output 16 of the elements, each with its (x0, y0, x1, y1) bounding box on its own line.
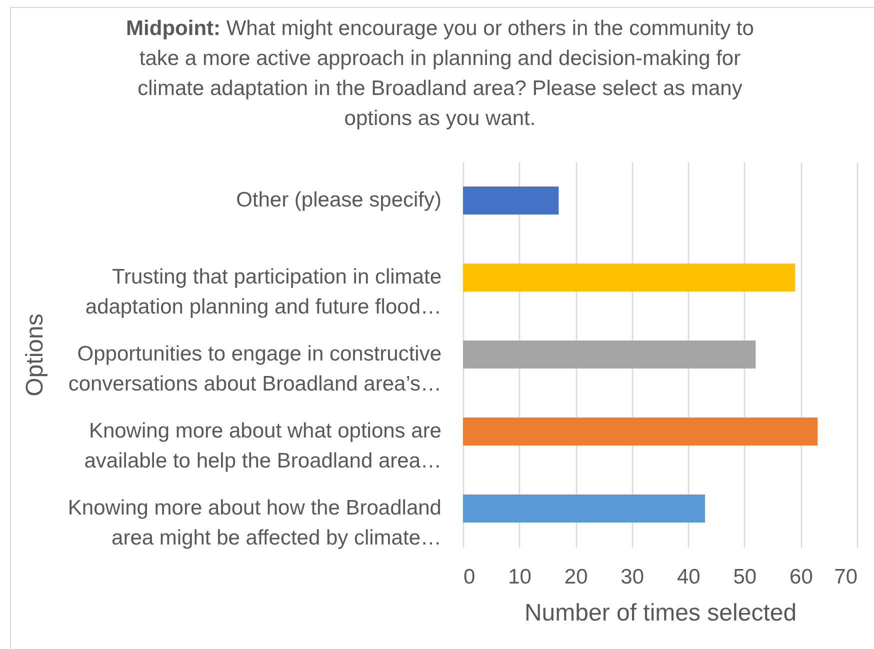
x-tick-label: 20 (564, 566, 588, 588)
x-tick-label: 30 (620, 566, 644, 588)
x-tick-label: 10 (508, 566, 532, 588)
chart-title: Midpoint: What might encourage you or others in the community to take a more active approach in planning and decision-making for climate adaptation in the Broadland area? Please select as many options as you want. (126, 17, 754, 130)
x-tick-label: 40 (676, 566, 700, 588)
x-axis-title: Number of times selected (524, 600, 797, 626)
y-tick-label: Knowing more about what options are available to help the Broadland area… (84, 420, 442, 472)
x-tick-label: 0 (464, 566, 476, 588)
y-axis-title: Options (22, 314, 48, 396)
y-tick-label: Opportunities to engage in constructive conversations about Broadland area’s… (68, 342, 442, 396)
x-tick-label: 50 (733, 566, 757, 588)
y-tick-label: Other (please specify) (236, 188, 442, 212)
x-tick-label: 60 (790, 566, 813, 588)
y-tick-label: Trusting that participation in climate adaptation planning and future flood… (85, 266, 442, 318)
y-tick-label: Knowing more about how the Broadland area might be affected by climate… (68, 496, 442, 550)
x-tick-label: 70 (834, 566, 858, 588)
